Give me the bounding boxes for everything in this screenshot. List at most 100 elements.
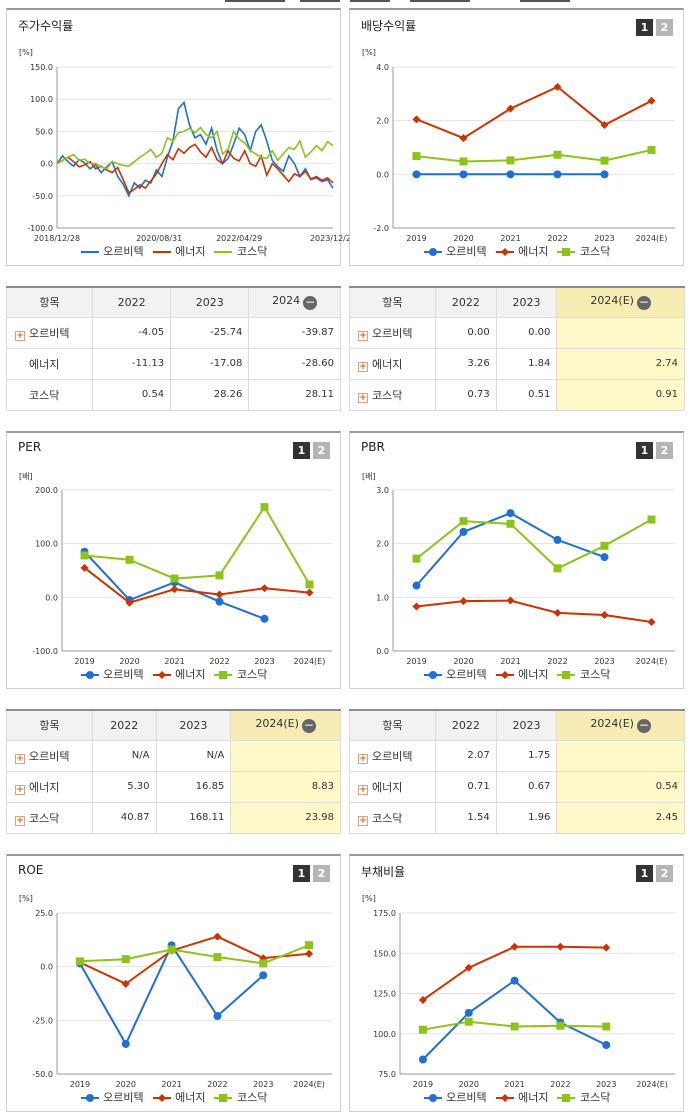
- legend-item[interactable]: 오르비텍: [423, 666, 487, 682]
- legend-label: 오르비텍: [442, 668, 487, 681]
- expand-icon[interactable]: +: [358, 392, 368, 403]
- data-point: [259, 954, 268, 963]
- expand-icon[interactable]: +: [15, 753, 25, 764]
- debt-ratio-chart: 175.0 150.0 125.0 100.0 75.0 2019 2020 2021 2022…: [373, 909, 675, 1089]
- table-cell: 0.00: [495, 316, 558, 349]
- view-2-button[interactable]: 2: [656, 442, 673, 459]
- y-tick-label: 150.0: [30, 63, 53, 72]
- data-point: [260, 503, 269, 512]
- view-1-button[interactable]: 1: [636, 19, 653, 36]
- collapse-icon[interactable]: −: [303, 295, 318, 311]
- data-point: [600, 120, 609, 129]
- collapse-icon[interactable]: −: [636, 295, 651, 311]
- view-1-button[interactable]: 1: [293, 865, 310, 882]
- legend-marker-icon: [80, 671, 99, 679]
- legend-item[interactable]: 에너지: [152, 1089, 205, 1105]
- row-label[interactable]: + 코스닥: [6, 801, 93, 834]
- row-label[interactable]: + 코스닥: [349, 801, 436, 834]
- row-label[interactable]: + 에너지: [6, 770, 93, 803]
- data-point: [459, 170, 468, 179]
- expand-icon[interactable]: +: [15, 815, 25, 826]
- x-tick-label: 2021: [500, 234, 520, 243]
- table-cell: 8.83: [230, 770, 341, 803]
- stock-return-title: 주가수익률: [18, 19, 74, 33]
- stock-return-panel: 주가수익률 [%] 150.0 100.0 50.0 0.0 -50.0 -100.0 20…: [6, 8, 356, 266]
- legend-marker: [562, 1094, 571, 1102]
- expand-icon[interactable]: +: [358, 784, 368, 795]
- roe-unit: [%]: [19, 894, 33, 903]
- legend-item[interactable]: 코스닥: [213, 1089, 267, 1105]
- row-label[interactable]: + 오르비텍: [6, 739, 93, 772]
- y-tick-label: 0.0: [40, 160, 53, 169]
- expand-icon[interactable]: +: [358, 330, 368, 341]
- x-tick-label: 2018/12/28: [34, 234, 80, 243]
- data-point: [459, 597, 468, 606]
- data-point: [305, 949, 314, 958]
- y-tick-label: 2.0: [376, 540, 389, 549]
- legend-item[interactable]: 코스닥: [213, 243, 267, 259]
- table-cell: -28.60: [248, 347, 341, 380]
- legend-marker: [428, 671, 437, 679]
- data-point: [600, 156, 609, 165]
- view-2-button[interactable]: 2: [313, 865, 330, 882]
- legend-marker: [500, 248, 509, 256]
- view-1-button[interactable]: 1: [293, 442, 310, 459]
- view-2-button[interactable]: 2: [656, 865, 673, 882]
- legend-marker: [219, 1094, 228, 1102]
- expand-icon[interactable]: +: [358, 753, 368, 764]
- debt-ratio-legend: 오르비텍 에너지 코스닥: [350, 1089, 683, 1105]
- collapse-icon[interactable]: −: [301, 718, 316, 734]
- legend-item[interactable]: 에너지: [152, 666, 205, 682]
- legend-item[interactable]: 코스닥: [556, 1089, 610, 1105]
- legend-item[interactable]: 오르비텍: [80, 1089, 144, 1105]
- expand-icon[interactable]: +: [358, 815, 368, 826]
- data-point: [464, 963, 473, 972]
- row-label[interactable]: + 오르비텍: [6, 316, 93, 349]
- table-cell: 28.26: [170, 378, 250, 411]
- data-point: [600, 611, 609, 620]
- expand-icon[interactable]: +: [358, 361, 368, 372]
- row-label[interactable]: + 오르비텍: [349, 739, 436, 772]
- data-point: [556, 1021, 565, 1030]
- collapse-icon[interactable]: −: [636, 718, 651, 734]
- row-label[interactable]: + 오르비텍: [349, 316, 436, 349]
- view-2-button[interactable]: 2: [313, 442, 330, 459]
- per-table: 항목 2022 2023 2024(E) − + 오르비텍 N/A N/A + 에너지 5.30 16.…: [6, 709, 341, 834]
- table-cell: 0.73: [435, 378, 497, 411]
- legend-item[interactable]: 오르비텍: [423, 1089, 487, 1105]
- y-tick-label: -100.0: [32, 647, 58, 656]
- table-cell: N/A: [155, 739, 232, 772]
- row-label[interactable]: + 코스닥: [349, 378, 436, 411]
- legend-item[interactable]: 에너지: [495, 243, 548, 259]
- legend-marker: [157, 1094, 166, 1102]
- legend-item[interactable]: 에너지: [495, 666, 548, 682]
- row-label[interactable]: + 에너지: [349, 347, 436, 380]
- legend-item[interactable]: 오르비텍: [423, 243, 487, 259]
- x-tick-label: 2021: [164, 657, 184, 666]
- data-point: [647, 96, 656, 105]
- legend-label: 오르비텍: [99, 668, 144, 681]
- legend-item[interactable]: 코스닥: [213, 666, 267, 682]
- x-tick-label: 2020: [453, 234, 473, 243]
- legend-item[interactable]: 오르비텍: [80, 243, 144, 259]
- legend-item[interactable]: 코스닥: [556, 666, 610, 682]
- view-1-button[interactable]: 1: [636, 442, 653, 459]
- legend-item[interactable]: 에너지: [152, 243, 205, 259]
- data-point: [121, 979, 130, 988]
- legend-item[interactable]: 오르비텍: [80, 666, 144, 682]
- row-label[interactable]: + 에너지: [349, 770, 436, 803]
- view-1-button[interactable]: 1: [636, 865, 653, 882]
- x-tick-label: 2023/12/28: [310, 234, 356, 243]
- data-point: [412, 170, 421, 179]
- y-tick-label: 100.0: [30, 95, 53, 104]
- series-line-코스닥: [416, 148, 652, 163]
- view-2-button[interactable]: 2: [656, 19, 673, 36]
- legend-item[interactable]: 에너지: [495, 1089, 548, 1105]
- data-point: [459, 134, 468, 143]
- y-tick-label: -25.0: [32, 1016, 53, 1025]
- expand-icon[interactable]: +: [15, 784, 25, 795]
- expand-icon[interactable]: +: [15, 330, 25, 341]
- legend-item[interactable]: 코스닥: [556, 243, 610, 259]
- dividend-unit: [%]: [362, 48, 376, 57]
